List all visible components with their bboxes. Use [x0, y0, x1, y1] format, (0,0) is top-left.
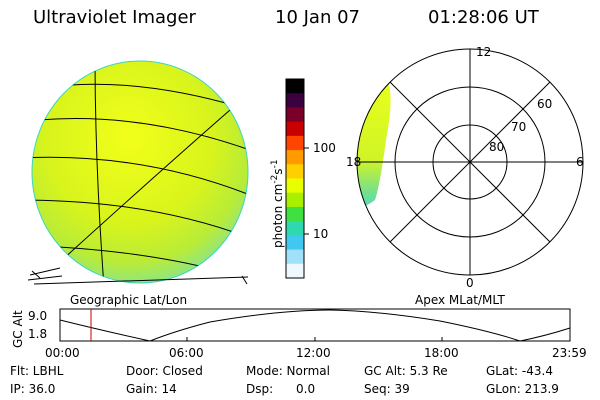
- mlt-label-18: 18: [346, 155, 362, 169]
- gc-alt-plot: [59, 308, 571, 342]
- status-ip: IP: 36.0: [10, 382, 56, 396]
- colorbar-band: [286, 93, 304, 109]
- gc-alt-xtick-3: 18:00: [424, 346, 459, 360]
- status-gc-alt: GC Alt: 5.3 Re: [364, 364, 448, 378]
- colorbar-band: [286, 135, 304, 151]
- gc-alt-xtick-4: 23:59: [552, 346, 587, 360]
- colorbar: [286, 79, 304, 279]
- colorbar-band: [286, 263, 304, 279]
- time-label: 01:28:06 UT: [428, 7, 539, 28]
- colorbar-tick-100: 100: [313, 141, 336, 155]
- status-glat: GLat: -43.4: [486, 364, 553, 378]
- status-dsp: Dsp: 0.0: [246, 382, 316, 396]
- colorbar-band: [286, 121, 304, 137]
- colorbar-band: [286, 235, 304, 251]
- colorbar-band: [286, 107, 304, 123]
- colorbar-band: [286, 249, 304, 265]
- polar-plot: [356, 48, 584, 276]
- gc-alt-xtick-0: 00:00: [45, 346, 80, 360]
- earth-image: [27, 60, 249, 285]
- colorbar-band: [286, 178, 304, 194]
- polar-caption: Apex MLat/MLT: [415, 293, 505, 307]
- status-filter: Flt: LBHL: [10, 364, 64, 378]
- date-label: 10 Jan 07: [275, 7, 360, 28]
- status-glon: GLon: 213.9: [486, 382, 559, 396]
- earth-caption: Geographic Lat/Lon: [70, 293, 188, 307]
- gc-alt-xtick-1: 06:00: [169, 346, 204, 360]
- colorbar-band: [286, 150, 304, 165]
- mlat-label-70: 70: [511, 120, 527, 134]
- instrument-title: Ultraviolet Imager: [33, 7, 196, 28]
- mlt-label-0: 0: [466, 276, 474, 290]
- gc-alt-xtick-2: 12:00: [296, 346, 331, 360]
- colorbar-unit-label: photon cm-2s-1: [270, 159, 285, 248]
- mlat-label-60: 60: [537, 97, 553, 111]
- gc-alt-ytick-max: 9.0: [28, 309, 48, 323]
- colorbar-band: [286, 192, 304, 208]
- colorbar-band: [286, 221, 304, 236]
- colorbar-band: [286, 206, 304, 222]
- status-mode: Mode: Normal: [246, 364, 330, 378]
- status-door: Door: Closed: [126, 364, 203, 378]
- mlt-label-6: 6: [576, 155, 584, 169]
- mlt-label-12: 12: [476, 45, 492, 59]
- colorbar-band: [286, 164, 304, 180]
- status-seq: Seq: 39: [364, 382, 410, 396]
- gc-alt-ylabel: GC Alt: [11, 310, 25, 348]
- mlat-label-80: 80: [489, 140, 505, 154]
- status-gain: Gain: 14: [126, 382, 177, 396]
- colorbar-band: [286, 79, 304, 94]
- gc-alt-ytick-min: 1.8: [28, 327, 48, 341]
- colorbar-tick-10: 10: [313, 227, 329, 241]
